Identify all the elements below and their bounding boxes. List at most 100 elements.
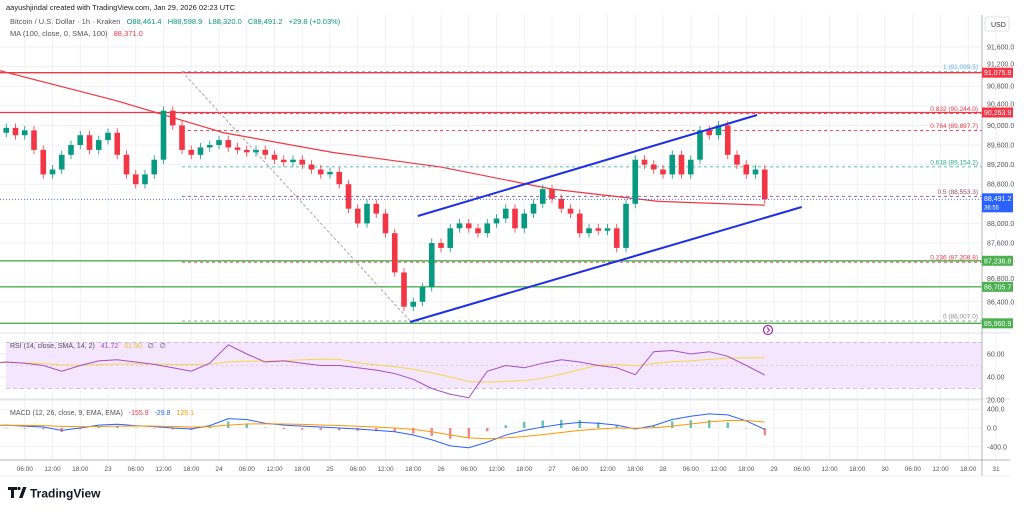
time-label: 06:00 <box>572 466 589 473</box>
macd-signal-value: 126.1 <box>177 410 195 417</box>
price-label: 86,800.0 <box>987 276 1014 283</box>
fib-level-label: 0.236 (87,208.8) <box>930 255 978 262</box>
candle <box>401 267 407 312</box>
candle <box>734 150 740 170</box>
candle <box>197 143 204 160</box>
candle-body <box>623 203 629 248</box>
macd-histogram-bar <box>449 428 452 439</box>
candle-body <box>706 130 713 136</box>
candle <box>586 223 592 238</box>
time-label: 18:00 <box>72 466 89 473</box>
candle-body <box>586 228 592 234</box>
candle <box>530 199 537 219</box>
price-label: 87,600.0 <box>987 241 1014 248</box>
time-label: 24 <box>215 466 223 473</box>
candle-body <box>317 169 324 175</box>
candle-body <box>280 159 287 163</box>
rsi-axis-label: 40.00 <box>987 375 1005 382</box>
macd-pane[interactable] <box>0 413 766 449</box>
candle-body <box>31 130 37 150</box>
candle-body <box>419 287 426 302</box>
rsi-pane[interactable] <box>0 342 982 399</box>
candle-body <box>123 154 130 175</box>
macd-histogram-bar <box>264 427 267 429</box>
candle <box>576 209 583 238</box>
macd-histogram-bar <box>301 428 304 430</box>
event-flag-icon[interactable] <box>762 324 774 336</box>
time-axis[interactable]: 06:00 12:00 18:00 23 06:00 12:00 18:00 24 06:00 1… <box>17 466 1000 473</box>
macd-line <box>0 413 765 449</box>
candle-body <box>604 228 611 231</box>
candle <box>336 167 343 189</box>
time-label: 18:00 <box>738 466 755 473</box>
price-label: 86,400.0 <box>987 299 1014 306</box>
price-tag-label: 85,960.9 <box>984 321 1011 328</box>
macd-histogram-bar <box>486 428 489 432</box>
price-pane[interactable]: 1 (91,099.5) 0.832 (90,244.0) 0.764 (89,89… <box>0 64 982 324</box>
price-axis[interactable]: 91,600.0 91,200.0 90,800.0 90,400.0 90,000.0… <box>982 45 1014 452</box>
high-value: H88,598.9 <box>168 17 203 26</box>
moving-average-line <box>0 70 765 206</box>
candle-body <box>752 169 759 175</box>
candle-body <box>132 174 139 185</box>
candle-body <box>715 125 722 136</box>
candle <box>493 214 500 228</box>
macd-histogram-bar <box>42 428 45 430</box>
candle-body <box>40 149 47 175</box>
candle-body <box>364 203 370 224</box>
candle <box>521 209 528 233</box>
brand-name: TradingView <box>30 487 101 501</box>
rsi-extra: ∅ <box>160 343 166 350</box>
candle-body <box>68 145 74 155</box>
macd-histogram-bar <box>763 428 766 436</box>
candle <box>179 120 185 155</box>
candle-body <box>539 189 546 204</box>
macd-histogram-bar <box>504 425 507 428</box>
low-value: L88,320.0 <box>208 17 241 26</box>
candle <box>40 145 47 179</box>
time-label: 06:00 <box>350 466 367 473</box>
candle <box>706 125 713 140</box>
tradingview-logo: TradingView <box>8 487 101 501</box>
currency-button[interactable] <box>984 16 1010 32</box>
candle-body <box>687 159 694 175</box>
countdown-label: 36:55 <box>984 205 1000 211</box>
candle-body <box>3 127 10 133</box>
price-label: 90,000.0 <box>987 123 1014 130</box>
candle-body <box>697 130 703 160</box>
price-tag-label: 87,236.8 <box>984 258 1011 265</box>
candle <box>604 223 611 236</box>
candle-body <box>169 110 176 126</box>
candle <box>345 179 352 214</box>
rsi-line <box>0 344 765 399</box>
candle <box>86 130 93 155</box>
time-label: 06:00 <box>683 466 700 473</box>
macd-histogram-bar <box>708 420 711 428</box>
time-label: 12:00 <box>710 466 727 473</box>
fib-level-label: 0.5 (88,553.3) <box>938 189 978 196</box>
candle <box>262 145 269 160</box>
candle <box>613 223 620 253</box>
candle-body <box>493 218 500 224</box>
candle-body <box>77 135 84 145</box>
candle <box>558 194 565 214</box>
time-label: 23 <box>104 466 112 473</box>
macd-histogram-bar <box>116 426 119 428</box>
candle-body <box>243 149 250 153</box>
macd-histogram-bar <box>671 421 674 428</box>
candle <box>465 218 472 233</box>
candle-body <box>512 208 518 229</box>
macd-histogram-bar <box>282 428 285 430</box>
candle-body <box>530 203 537 214</box>
fib-level-label: 0 (86,007.0) <box>943 314 978 321</box>
macd-legend: MACD (12, 26, close, 9, EMA, EMA) -155.9… <box>10 410 194 417</box>
candle-body <box>595 228 602 231</box>
candle <box>142 169 148 189</box>
candle-body <box>327 171 333 175</box>
candle <box>58 150 65 174</box>
macd-label: MACD (12, 26, close, 9, EMA, EMA) <box>10 410 123 417</box>
candle-body <box>234 147 241 150</box>
candle-body <box>114 132 121 155</box>
rsi-sma-line <box>0 357 765 383</box>
